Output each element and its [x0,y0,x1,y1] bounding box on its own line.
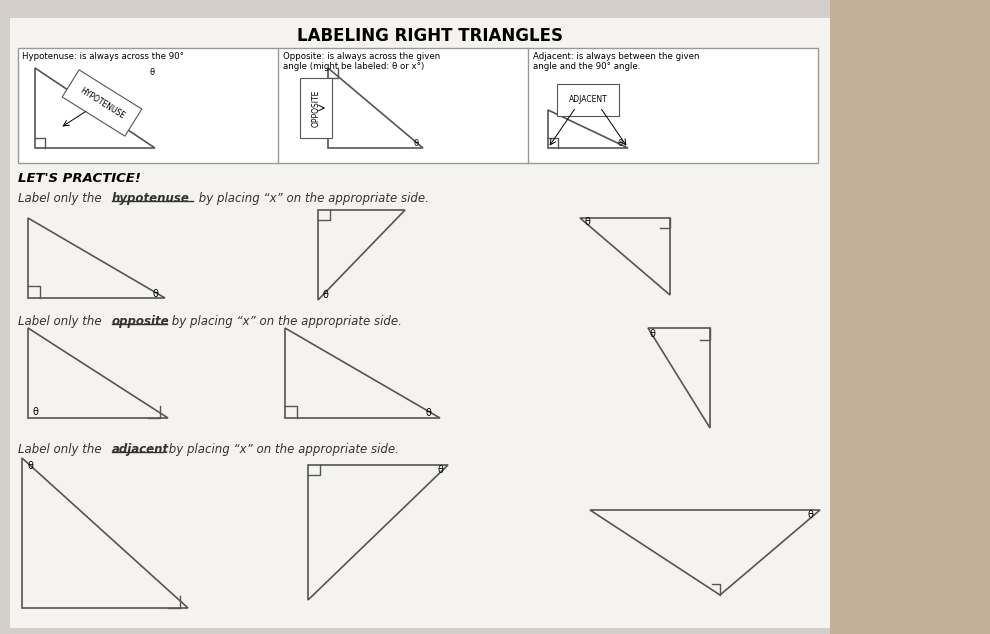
Text: by placing “x” on the appropriate side.: by placing “x” on the appropriate side. [168,315,402,328]
Text: θ: θ [152,289,158,299]
Text: θ: θ [649,329,655,339]
Text: Opposite: is always across the given
angle (might be labeled: θ or x°): Opposite: is always across the given ang… [283,52,441,72]
Text: θ: θ [149,68,154,77]
Text: Hypotenuse: is always across the 90°: Hypotenuse: is always across the 90° [22,52,184,61]
Text: hypotenuse: hypotenuse [112,192,190,205]
Text: opposite: opposite [112,315,169,328]
Text: Label only the: Label only the [18,443,105,456]
Text: Label only the: Label only the [18,192,105,205]
Text: θ: θ [584,217,590,227]
Text: θ: θ [807,510,813,520]
Text: θ: θ [27,461,33,471]
Text: LABELING RIGHT TRIANGLES: LABELING RIGHT TRIANGLES [297,27,563,45]
Text: HYPOTENUSE: HYPOTENUSE [78,86,126,120]
FancyBboxPatch shape [10,18,830,628]
FancyBboxPatch shape [830,0,990,634]
Text: θ: θ [437,465,443,475]
Text: adjacent: adjacent [112,443,169,456]
Text: θ: θ [322,290,328,300]
Bar [18,48,818,163]
Text: θ: θ [32,407,38,417]
Text: Label only the: Label only the [18,315,105,328]
Text: θ: θ [618,138,623,148]
Text: θ: θ [414,138,419,148]
Text: LET'S PRACTICE!: LET'S PRACTICE! [18,172,141,185]
Text: Adjacent: is always between the given
angle and the 90° angle.: Adjacent: is always between the given an… [533,52,700,72]
Text: OPPOSITE: OPPOSITE [312,89,321,127]
Text: θ: θ [425,408,431,418]
Text: by placing “x” on the appropriate side.: by placing “x” on the appropriate side. [165,443,399,456]
Text: by placing “x” on the appropriate side.: by placing “x” on the appropriate side. [195,192,429,205]
Text: ADJACENT: ADJACENT [568,96,608,105]
